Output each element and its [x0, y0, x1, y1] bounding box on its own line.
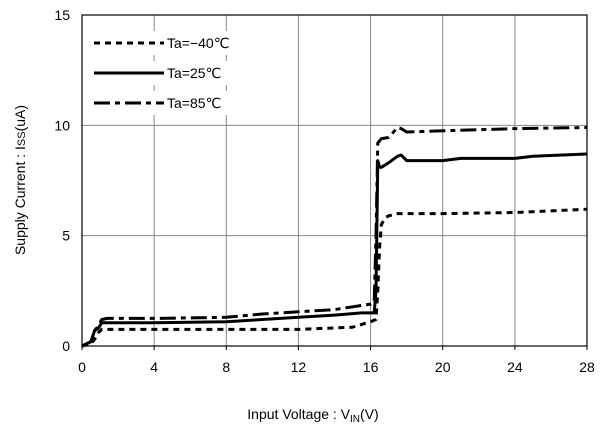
- x-tick-label: 12: [291, 359, 307, 375]
- legend-label-3: Ta=85℃: [167, 95, 221, 111]
- y-tick-label: 10: [54, 117, 70, 133]
- x-tick-label: 20: [435, 359, 451, 375]
- legend-label-1: Ta=−40℃: [167, 35, 229, 51]
- x-tick-label: 8: [222, 359, 230, 375]
- x-tick-label: 24: [507, 359, 523, 375]
- y-axis-label: Supply Current : ISS(uA): [12, 105, 28, 255]
- x-tick-label: 28: [579, 359, 595, 375]
- x-axis-label: Input Voltage : VIN(V): [247, 406, 378, 425]
- x-tick-labels: 0 4 8 12 16 20 24 28: [78, 346, 595, 375]
- x-tick-label: 16: [363, 359, 379, 375]
- x-tick-label: 0: [78, 359, 86, 375]
- plot-frame: [81, 14, 588, 347]
- series-line-2: [81, 152, 588, 348]
- series-line-3: [81, 126, 588, 348]
- series-layer: [81, 126, 588, 348]
- y-tick-labels: 0 5 10 15: [54, 7, 70, 354]
- legend-label-2: Ta=25℃: [167, 65, 221, 81]
- y-tick-label: 15: [54, 7, 70, 23]
- y-tick-label: 5: [62, 228, 70, 244]
- x-tick-label: 4: [150, 359, 158, 375]
- legend: Ta=−40℃ Ta=25℃ Ta=85℃: [90, 31, 252, 115]
- y-tick-label: 0: [62, 338, 70, 354]
- series-line-1: [81, 207, 588, 348]
